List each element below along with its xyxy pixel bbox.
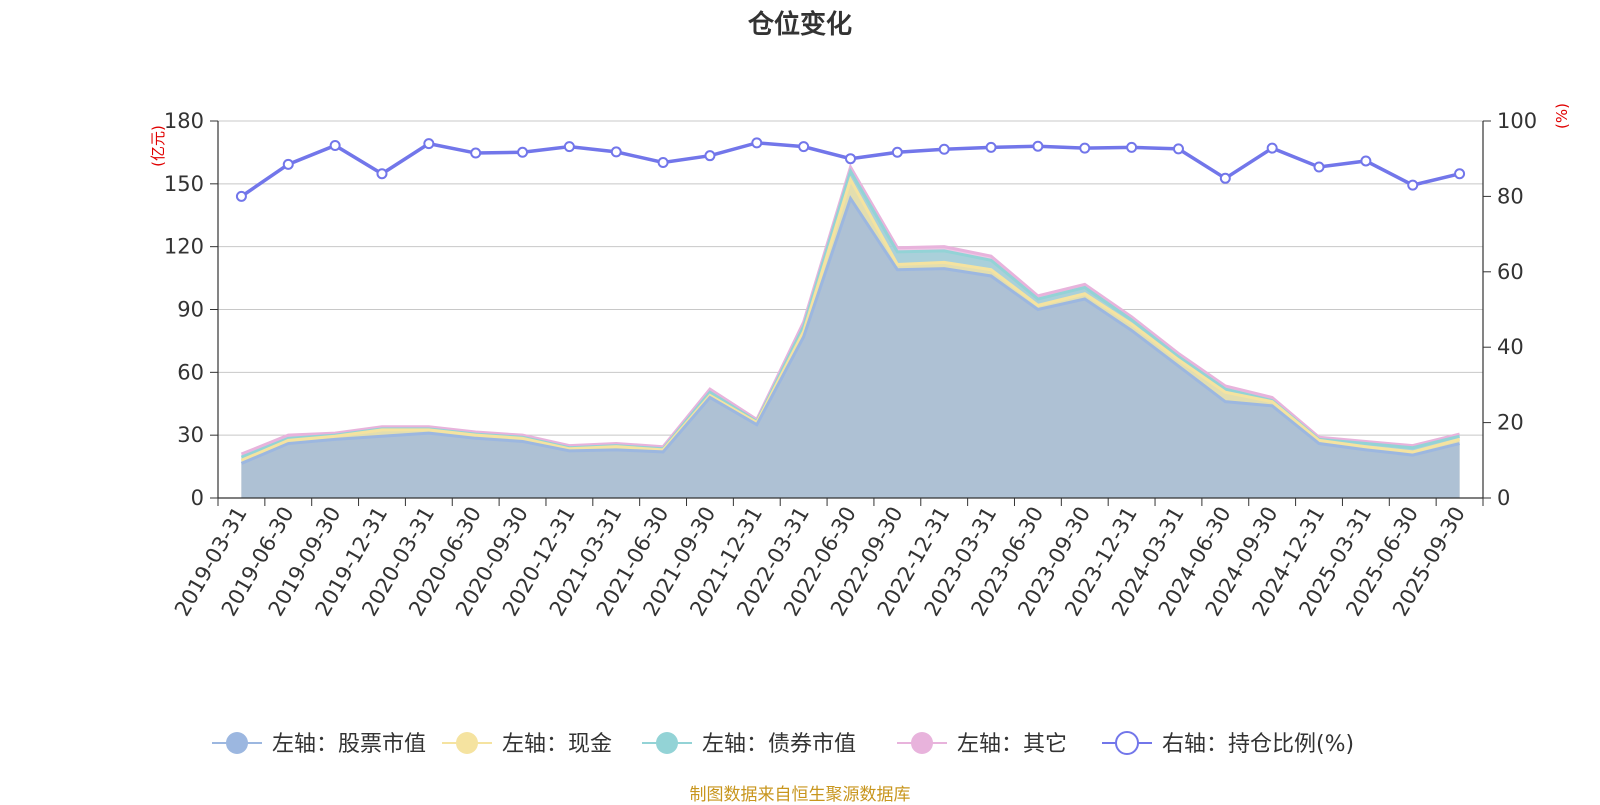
ratio-point	[563, 141, 575, 153]
ratio-point	[376, 168, 388, 180]
ratio-point	[610, 146, 622, 158]
ratio-point	[1266, 142, 1278, 154]
area-edge-0	[240, 195, 1460, 465]
legend-marker-0	[226, 732, 248, 754]
ratio-point	[657, 156, 669, 168]
ratio-point	[282, 158, 294, 170]
legend-marker-3	[911, 732, 933, 754]
ratio-point	[517, 146, 529, 158]
source-note: 制图数据来自恒生聚源数据库	[689, 785, 911, 805]
ratio-point	[1313, 161, 1325, 173]
area-edge-3	[240, 163, 1460, 456]
ratio-point	[798, 141, 810, 153]
right-axis-unit: (%)	[1553, 103, 1571, 129]
right-tick-label: 60	[1497, 260, 1524, 284]
ratio-point	[1032, 140, 1044, 152]
left-tick-label: 60	[177, 360, 204, 384]
ratio-point	[1407, 179, 1419, 191]
ratio-point	[1172, 143, 1184, 155]
ratio-point	[1126, 141, 1138, 153]
legend-label-0: 左轴：股票市值	[272, 732, 426, 757]
ratio-point	[1219, 172, 1231, 184]
ratio-line-series	[235, 137, 1466, 202]
legend-label-1: 左轴：现金	[502, 732, 612, 757]
ratio-point	[423, 138, 435, 150]
legend-label-2: 左轴：债券市值	[702, 732, 856, 757]
right-tick-label: 0	[1497, 486, 1510, 510]
area-0	[241, 198, 1460, 498]
ratio-point	[1454, 168, 1466, 180]
left-tick-label: 120	[164, 235, 204, 259]
left-tick-label: 180	[164, 109, 204, 133]
legend-label-4: 右轴：持仓比例(%)	[1162, 732, 1354, 757]
ratio-point	[704, 150, 716, 162]
ratio-point	[235, 190, 247, 202]
left-tick-label: 0	[191, 486, 204, 510]
ratio-point	[985, 141, 997, 153]
left-tick-label: 150	[164, 172, 204, 196]
chart-title: 仓位变化	[747, 10, 852, 40]
right-tick-label: 80	[1497, 184, 1524, 208]
right-tick-label: 100	[1497, 109, 1537, 133]
legend-marker-1	[456, 732, 478, 754]
stacked-areas	[240, 163, 1460, 499]
ratio-point	[891, 146, 903, 158]
legend: 左轴：股票市值 左轴：现金 左轴：债券市值 左轴：其它 右轴：持仓比例(%)	[212, 731, 1354, 757]
ratio-point	[1079, 142, 1091, 154]
left-tick-label: 30	[177, 423, 204, 447]
ratio-point	[329, 140, 341, 152]
ratio-point	[845, 153, 856, 165]
legend-label-3: 左轴：其它	[957, 732, 1067, 757]
right-tick-label: 20	[1497, 411, 1524, 435]
left-tick-label: 90	[177, 298, 204, 322]
ratio-point	[470, 147, 482, 159]
ratio-point	[938, 143, 950, 155]
ratio-point	[751, 137, 763, 149]
right-tick-label: 40	[1497, 335, 1524, 359]
legend-marker-2	[656, 732, 678, 754]
area-edge-1	[240, 175, 1460, 462]
legend-marker-4	[1115, 731, 1139, 755]
ratio-point	[1360, 155, 1372, 167]
left-axis-unit: (亿元)	[149, 125, 167, 167]
